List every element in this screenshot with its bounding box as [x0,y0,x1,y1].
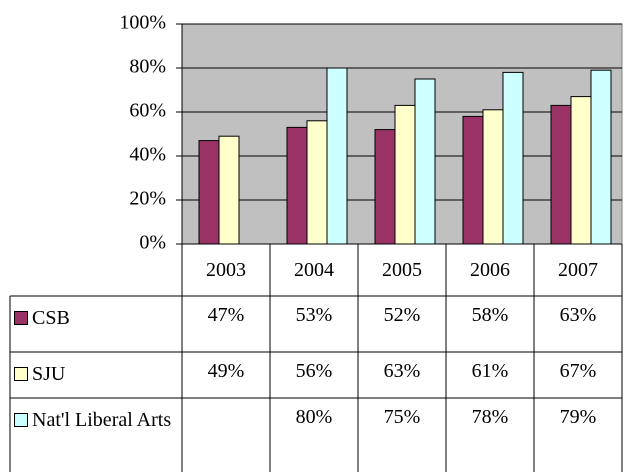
bar [462,115,484,245]
data-label: 79% [559,406,597,428]
y-tick-label: 20% [129,188,166,210]
legend-label: Nat'l Liberal Arts [32,409,172,431]
legend-entry: CSB [14,300,178,336]
data-label: 78% [471,406,509,428]
y-tick-label: 60% [129,100,166,122]
x-tick-label: 2004 [294,259,334,281]
bar [306,120,328,245]
data-label: 67% [559,360,597,382]
bar [286,126,308,245]
y-tick-label: 40% [129,144,166,166]
bar [326,67,348,245]
bar [502,71,524,245]
data-label: 58% [471,304,509,326]
y-tick-label: 100% [119,12,166,34]
bar [482,109,504,245]
data-label: 53% [295,304,333,326]
y-tick-label: 80% [129,56,166,78]
x-tick-label: 2007 [558,259,598,281]
bar [394,104,416,245]
legend-entry: Nat'l Liberal Arts [14,402,178,438]
bar [414,78,436,245]
data-label: 80% [295,406,333,428]
bar [218,135,240,245]
data-label: 75% [383,406,421,428]
bar [374,129,396,245]
bar [590,69,612,245]
legend-entry: SJU [14,356,178,392]
data-label: 63% [559,304,597,326]
y-tick-label: 0% [139,232,166,254]
bar [570,96,592,245]
data-label: 47% [207,304,245,326]
bar [198,140,220,245]
x-tick-label: 2003 [206,259,246,281]
legend-swatch [14,413,28,427]
data-label: 49% [207,360,245,382]
x-tick-label: 2006 [470,259,510,281]
legend-label: SJU [32,363,66,385]
data-label: 61% [471,360,509,382]
data-label: 56% [295,360,333,382]
bar [550,104,572,245]
legend-label: CSB [32,307,70,329]
legend-swatch [14,311,28,325]
x-tick-label: 2005 [382,259,422,281]
data-label: 52% [383,304,421,326]
data-label: 63% [383,360,421,382]
legend-swatch [14,367,28,381]
